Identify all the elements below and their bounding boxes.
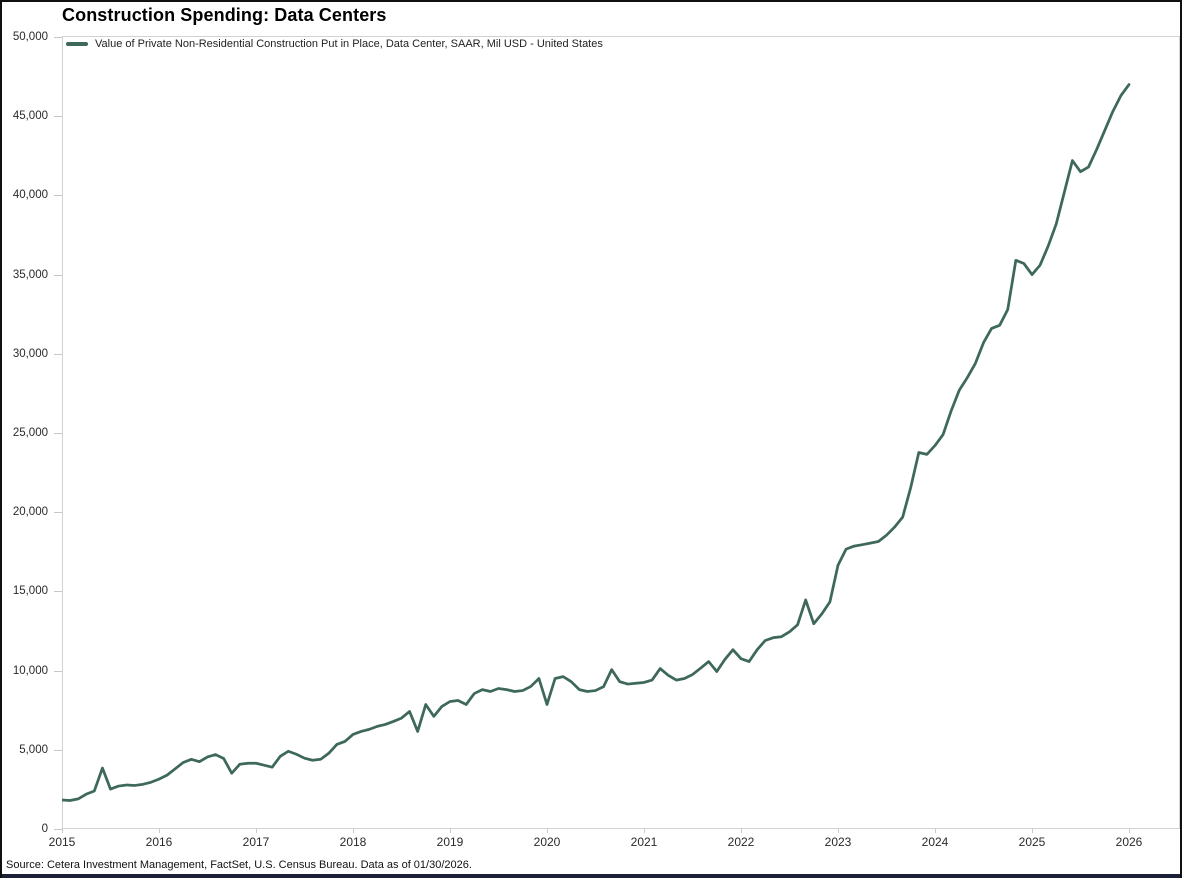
y-axis-tick: [54, 591, 62, 593]
legend-label: Value of Private Non-Residential Constru…: [95, 38, 603, 50]
x-axis-tick: [62, 829, 63, 833]
y-axis-tick: [54, 195, 62, 197]
chart-title: Construction Spending: Data Centers: [62, 5, 387, 25]
x-axis-tick: [353, 829, 354, 833]
y-axis-label: 50,000: [12, 31, 48, 43]
x-axis-label: 2026: [1115, 835, 1143, 849]
y-axis-tick: [54, 116, 62, 118]
x-axis-label: 2019: [436, 835, 464, 849]
y-axis-label: 40,000: [12, 189, 48, 202]
x-axis-label: 2015: [48, 835, 76, 849]
x-axis-tick: [741, 829, 742, 833]
y-axis-tick: [54, 749, 62, 751]
x-axis-label: 2018: [339, 835, 367, 849]
y-axis-tick: [54, 37, 62, 38]
x-axis-tick: [256, 829, 257, 833]
y-axis-tick: [54, 512, 62, 514]
x-axis-tick: [935, 829, 936, 833]
x-axis-label: 2017: [242, 835, 270, 849]
x-axis-tick: [159, 829, 160, 833]
x-axis-label: 2020: [533, 835, 561, 849]
x-axis-tick: [1032, 829, 1033, 833]
x-axis-tick: [644, 829, 645, 833]
source-note: Source: Cetera Investment Management, Fa…: [6, 859, 472, 871]
x-axis-tick: [838, 829, 839, 833]
x-axis-tick: [547, 829, 548, 833]
x-axis-tick: [1129, 829, 1130, 833]
x-axis-label: 2024: [921, 835, 949, 849]
y-axis-label: 35,000: [12, 268, 48, 281]
y-axis-tick: [54, 353, 62, 355]
y-axis-tick: [54, 829, 62, 830]
y-axis-label: 0: [41, 823, 48, 835]
x-axis-tick: [450, 829, 451, 833]
y-axis-label: 20,000: [12, 506, 48, 519]
y-axis-tick: [54, 670, 62, 672]
y-axis-tick: [54, 274, 62, 276]
x-axis-label: 2023: [824, 835, 852, 849]
y-axis-label: 25,000: [12, 427, 48, 439]
x-axis-label: 2025: [1018, 835, 1046, 849]
line-series-svg: [62, 83, 1131, 802]
y-axis-label: 15,000: [12, 585, 48, 598]
x-axis-label: 2021: [630, 835, 658, 849]
plot-area: [62, 36, 1180, 829]
legend-line-swatch: [66, 42, 88, 46]
bottom-accent-bar: [2, 874, 1180, 878]
x-axis-label: 2016: [145, 835, 173, 849]
y-axis-label: 10,000: [12, 664, 48, 677]
y-axis-label: 30,000: [12, 347, 48, 360]
y-axis-label: 45,000: [12, 110, 48, 123]
data-center-spending-line: [62, 83, 1131, 802]
x-axis-label: 2022: [727, 835, 755, 849]
legend: Value of Private Non-Residential Constru…: [66, 38, 603, 50]
y-axis-label: 5,000: [19, 743, 48, 756]
y-axis-tick: [54, 433, 62, 434]
